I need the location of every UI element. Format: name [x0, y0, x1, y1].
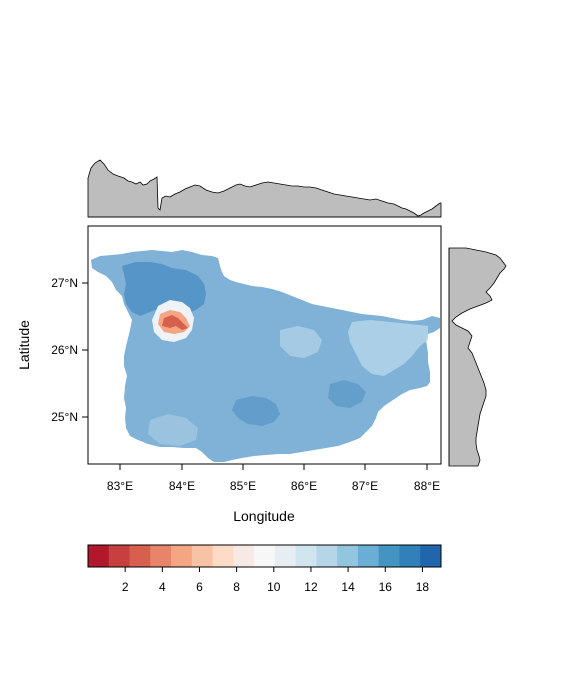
- colorbar-tick-label: 6: [196, 580, 203, 594]
- lon-tick-label: 84°E: [169, 479, 195, 493]
- region-dark-zone-2: [232, 396, 280, 426]
- colorbar-cell: [88, 545, 110, 567]
- lon-tick-label: 88°E: [414, 479, 440, 493]
- colorbar-cells: [88, 545, 442, 567]
- y-axis-title: Latitude: [16, 320, 32, 370]
- colorbar-cell: [129, 545, 151, 567]
- lon-tick-86: 86°E: [291, 464, 317, 493]
- lat-tick-27: 27°N: [51, 276, 88, 290]
- region-dark-zone-3: [328, 380, 366, 408]
- colorbar-ticks: 2 4 6 8 10 12 14 16 18: [122, 567, 430, 594]
- colorbar-tick-label: 12: [304, 580, 318, 594]
- colorbar-tick-label: 2: [122, 580, 129, 594]
- lon-tick-label: 83°E: [107, 479, 133, 493]
- colorbar-cell: [233, 545, 255, 567]
- colorbar-cell: [316, 545, 338, 567]
- lon-tick-label: 85°E: [230, 479, 256, 493]
- lon-axis: 83°E 84°E 85°E 86°E 87°E 88°E: [107, 464, 440, 493]
- colorbar-cell: [108, 545, 131, 567]
- region-dark-zone: [122, 262, 206, 316]
- colorbar: 2 4 6 8 10 12 14 16 18: [87, 544, 442, 594]
- lat-tick-label: 26°N: [51, 343, 78, 357]
- colorbar-cell: [191, 545, 214, 567]
- colorbar-tick-label: 8: [233, 580, 240, 594]
- region-light-zone-3: [148, 414, 198, 446]
- colorbar-cell: [212, 545, 234, 567]
- hotspot-peak: [162, 315, 188, 330]
- colorbar-cell: [295, 545, 317, 567]
- right-profile-area: [448, 247, 507, 467]
- lon-tick-label: 86°E: [291, 479, 317, 493]
- right-profile: [448, 247, 507, 467]
- lon-tick-84: 84°E: [169, 464, 195, 493]
- colorbar-cell: [254, 545, 276, 567]
- colorbar-tick-label: 16: [379, 580, 393, 594]
- lon-tick-label: 87°E: [352, 479, 378, 493]
- x-axis-title: Longitude: [233, 508, 295, 524]
- lat-tick-label: 27°N: [51, 276, 78, 290]
- region-light-zone-2: [280, 326, 322, 358]
- lat-tick-label: 25°N: [51, 410, 78, 424]
- colorbar-cell: [378, 545, 400, 567]
- top-profile-area: [87, 159, 442, 218]
- colorbar-tick-label: 18: [416, 580, 430, 594]
- lat-tick-26: 26°N: [51, 343, 88, 357]
- map-frame: [87, 225, 442, 465]
- colorbar-tick-label: 10: [267, 580, 281, 594]
- colorbar-cell: [399, 545, 421, 567]
- lon-tick-87: 87°E: [352, 464, 378, 493]
- region-light-zone: [348, 320, 428, 376]
- lat-axis: 25°N 26°N 27°N: [51, 276, 88, 424]
- colorbar-cell: [420, 545, 442, 567]
- colorbar-cell: [357, 545, 380, 567]
- lat-tick-25: 25°N: [51, 410, 88, 424]
- colorbar-frame: [87, 544, 442, 568]
- lon-tick-85: 85°E: [230, 464, 256, 493]
- colorbar-tick-label: 4: [159, 580, 166, 594]
- colorbar-cell: [274, 545, 297, 567]
- lon-tick-83: 83°E: [107, 464, 133, 493]
- colorbar-cell: [171, 545, 193, 567]
- colorbar-tick-label: 14: [341, 580, 355, 594]
- colorbar-cell: [337, 545, 359, 567]
- top-profile: [87, 159, 442, 218]
- map-panel: [91, 250, 440, 462]
- lon-tick-88: 88°E: [414, 464, 440, 493]
- colorbar-cell: [150, 545, 172, 567]
